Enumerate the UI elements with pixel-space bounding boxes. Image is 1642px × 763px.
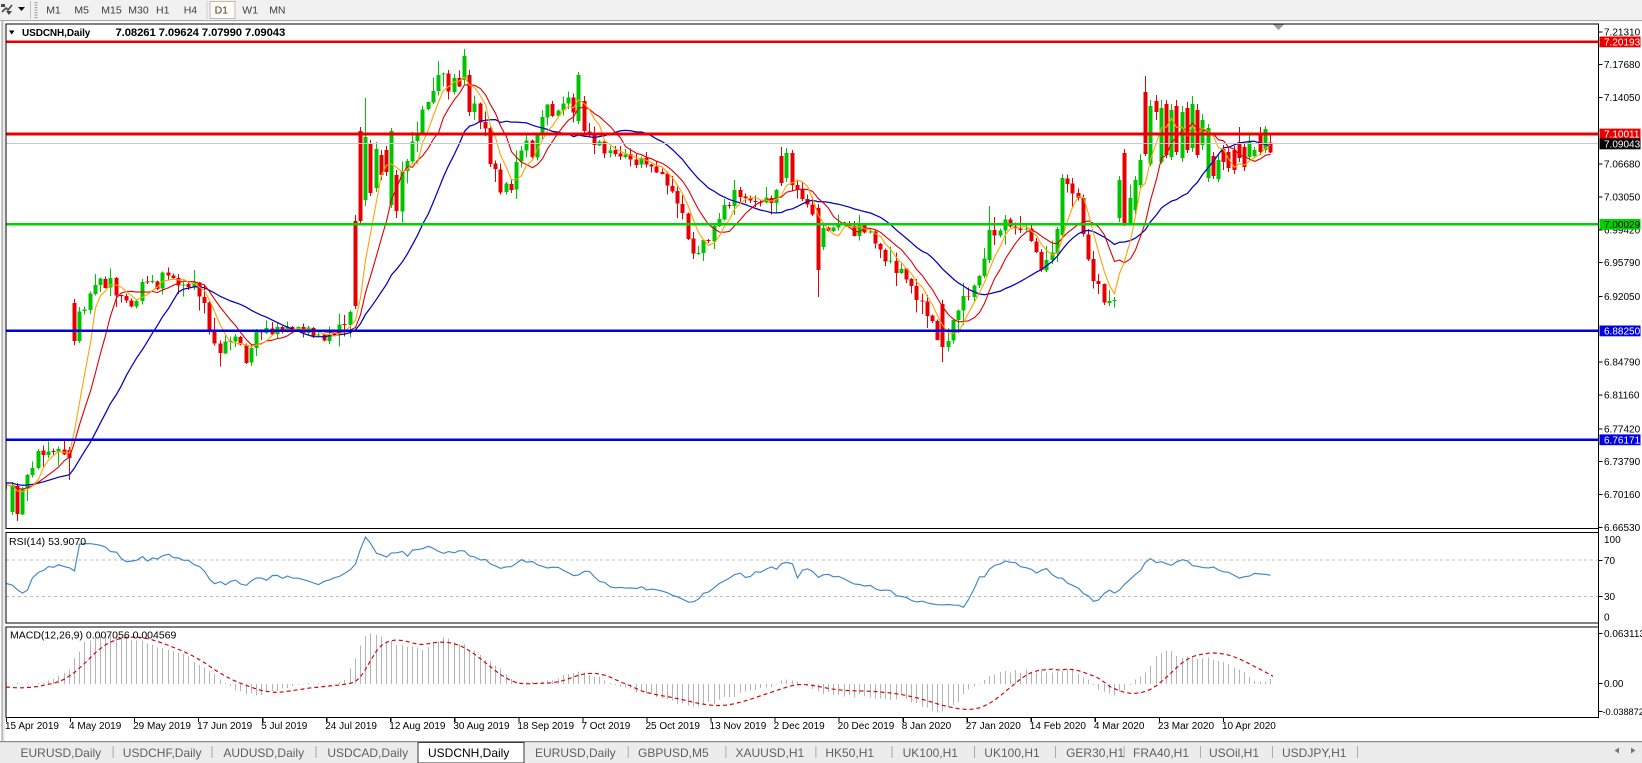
svg-text:6.84790: 6.84790	[1604, 358, 1641, 369]
svg-text:12 Aug 2019: 12 Aug 2019	[389, 721, 446, 732]
svg-text:H4: H4	[184, 5, 198, 17]
svg-text:30 Aug 2019: 30 Aug 2019	[453, 721, 510, 732]
svg-text:0.00: 0.00	[1604, 679, 1624, 690]
svg-text:6.66530: 6.66530	[1604, 523, 1641, 534]
svg-text:7.09043: 7.09043	[1604, 140, 1641, 151]
svg-text:7.21310: 7.21310	[1604, 27, 1641, 38]
svg-text:0: 0	[1604, 612, 1610, 623]
svg-text:USDCHF,Daily: USDCHF,Daily	[123, 746, 202, 760]
svg-text:29 May 2019: 29 May 2019	[133, 721, 191, 732]
svg-text:6.76171: 6.76171	[1604, 435, 1641, 446]
svg-text:USDCNH,Daily: USDCNH,Daily	[428, 746, 509, 760]
svg-text:HK50,H1: HK50,H1	[825, 746, 874, 760]
svg-text:20 Dec 2019: 20 Dec 2019	[838, 721, 895, 732]
svg-text:XAUUSD,H1: XAUUSD,H1	[736, 746, 805, 760]
svg-text:6.73790: 6.73790	[1604, 457, 1641, 468]
svg-text:23 Mar 2020: 23 Mar 2020	[1158, 721, 1215, 732]
svg-text:5 Jul 2019: 5 Jul 2019	[261, 721, 308, 732]
svg-text:7.20193: 7.20193	[1604, 38, 1641, 49]
svg-text:18 Sep 2019: 18 Sep 2019	[517, 721, 574, 732]
svg-text:27 Jan 2020: 27 Jan 2020	[966, 721, 1021, 732]
svg-text:25 Oct 2019: 25 Oct 2019	[646, 721, 701, 732]
svg-text:4 Mar 2020: 4 Mar 2020	[1094, 721, 1145, 732]
svg-text:14 Feb 2020: 14 Feb 2020	[1030, 721, 1087, 732]
svg-text:M5: M5	[74, 5, 89, 17]
svg-text:RSI(14) 53.9070: RSI(14) 53.9070	[9, 536, 86, 548]
svg-text:4 May 2019: 4 May 2019	[69, 721, 122, 732]
svg-text:M15: M15	[101, 5, 122, 17]
svg-text:100: 100	[1604, 535, 1621, 546]
svg-text:6.95790: 6.95790	[1604, 258, 1641, 269]
svg-text:2 Dec 2019: 2 Dec 2019	[774, 721, 826, 732]
svg-text:7.03050: 7.03050	[1604, 193, 1641, 204]
svg-text:GER30,H1: GER30,H1	[1066, 746, 1124, 760]
svg-text:USDJPY,H1: USDJPY,H1	[1282, 746, 1347, 760]
svg-text:10 Apr 2020: 10 Apr 2020	[1222, 721, 1276, 732]
svg-text:7.06680: 7.06680	[1604, 160, 1641, 171]
svg-text:MACD(12,26,9) 0.007056 0.00456: MACD(12,26,9) 0.007056 0.004569	[10, 630, 177, 642]
svg-text:UK100,H1: UK100,H1	[903, 746, 959, 760]
svg-text:15 Apr 2019: 15 Apr 2019	[5, 721, 59, 732]
svg-text:6.77420: 6.77420	[1604, 424, 1641, 435]
svg-text:UK100,H1: UK100,H1	[984, 746, 1040, 760]
svg-text:USDCAD,Daily: USDCAD,Daily	[327, 746, 408, 760]
svg-text:H1: H1	[156, 5, 170, 17]
svg-text:AUDUSD,Daily: AUDUSD,Daily	[223, 746, 304, 760]
svg-text:7.14050: 7.14050	[1604, 93, 1641, 104]
svg-text:7.00029: 7.00029	[1604, 220, 1641, 231]
svg-text:6.88250: 6.88250	[1604, 327, 1641, 338]
svg-text:-0.038872: -0.038872	[1603, 707, 1642, 717]
svg-text:D1: D1	[215, 5, 229, 17]
svg-text:FRA40,H1: FRA40,H1	[1133, 746, 1189, 760]
svg-text:GBPUSD,M5: GBPUSD,M5	[638, 746, 709, 760]
svg-text:7.17680: 7.17680	[1604, 60, 1641, 71]
svg-text:W1: W1	[242, 5, 258, 17]
svg-text:7 Oct 2019: 7 Oct 2019	[581, 721, 630, 732]
svg-text:EURUSD,Daily: EURUSD,Daily	[535, 746, 616, 760]
svg-text:17 Jun 2019: 17 Jun 2019	[197, 721, 252, 732]
svg-text:6.92050: 6.92050	[1604, 292, 1641, 303]
svg-text:USOil,H1: USOil,H1	[1209, 746, 1259, 760]
svg-text:70: 70	[1604, 556, 1616, 567]
svg-text:6.70160: 6.70160	[1604, 490, 1641, 501]
svg-text:EURUSD,Daily: EURUSD,Daily	[21, 746, 102, 760]
svg-text:M1: M1	[46, 5, 61, 17]
svg-text:8 Jan 2020: 8 Jan 2020	[902, 721, 952, 732]
svg-text:MN: MN	[269, 5, 285, 17]
svg-text:6.81160: 6.81160	[1604, 391, 1640, 402]
svg-text:M30: M30	[128, 5, 149, 17]
svg-text:13 Nov 2019: 13 Nov 2019	[710, 721, 767, 732]
svg-text:24 Jul 2019: 24 Jul 2019	[325, 721, 377, 732]
svg-text:30: 30	[1604, 592, 1616, 603]
svg-text:6.99420: 6.99420	[1604, 225, 1641, 236]
svg-text:7.10011: 7.10011	[1604, 130, 1640, 141]
svg-text:0.063113: 0.063113	[1604, 629, 1642, 640]
svg-text:7.08261 7.09624 7.07990 7.0904: 7.08261 7.09624 7.07990 7.09043	[116, 27, 286, 39]
svg-text:USDCNH,Daily: USDCNH,Daily	[22, 28, 91, 39]
